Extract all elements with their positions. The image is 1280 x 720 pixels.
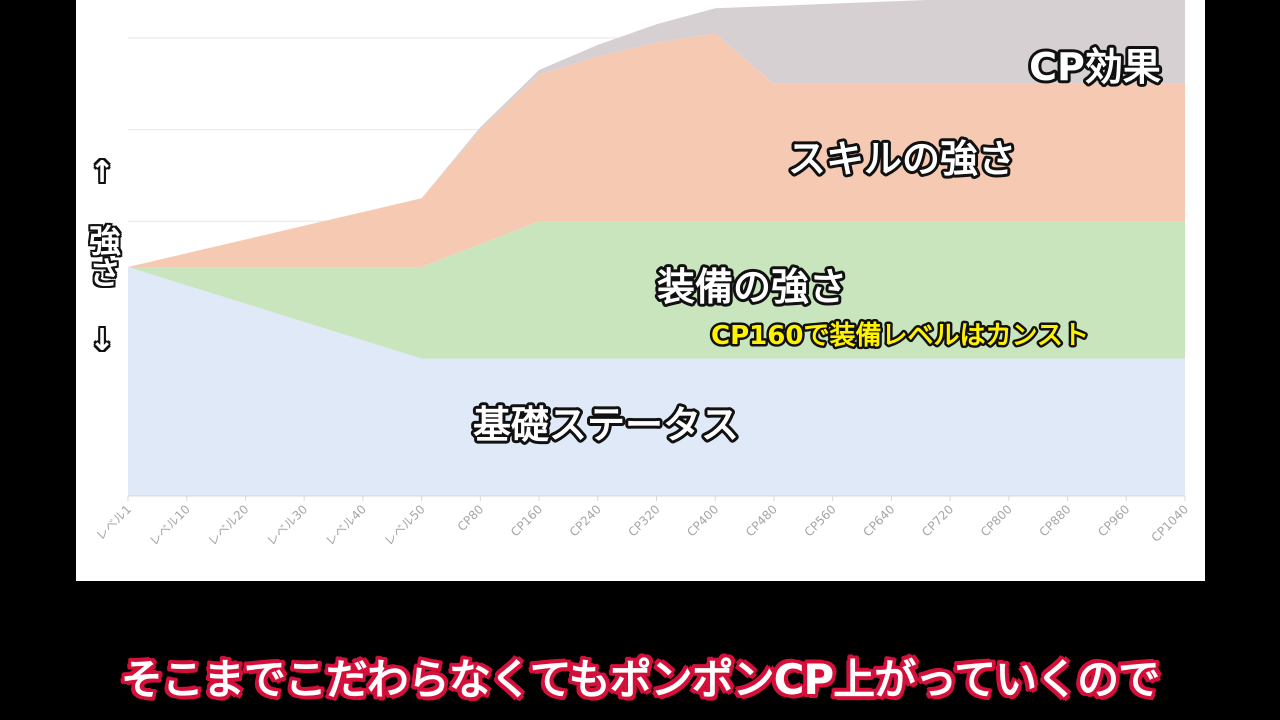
area-series-1 [128, 221, 1185, 359]
x-tick-label-13: CP640 [860, 502, 897, 539]
arrow-down-icon: ↓ [89, 323, 115, 358]
x-tick-label-16: CP880 [1037, 502, 1074, 539]
x-tick-label-10: CP400 [684, 502, 721, 539]
area-series-0 [128, 267, 1185, 496]
x-tick-label-1: レベル10 [147, 502, 193, 548]
x-tick-label-4: レベル40 [323, 502, 369, 548]
arrow-up-icon: ↑ [89, 155, 115, 190]
x-tick-label-5: レベル50 [382, 502, 428, 548]
x-tick-label-2: レベル20 [205, 502, 251, 548]
area-labels: CP効果 スキルの強さ 装備の強さ CP160で装備レベルはカンスト 基礎ステー… [470, 42, 1164, 450]
x-tick-label-15: CP800 [978, 502, 1015, 539]
y-axis-label: 強さ [84, 224, 122, 288]
x-tick-label-12: CP560 [802, 502, 839, 539]
x-tick-label-18: CP1040 [1149, 502, 1192, 545]
skill-strength-label: スキルの強さ [788, 137, 1016, 181]
cp-effect-label: CP効果 [1029, 45, 1161, 89]
y-axis-indicator: ↑ 強さ ↓ [78, 150, 126, 370]
x-tick-label-3: レベル30 [264, 502, 310, 548]
base-status-label: 基礎ステータス [473, 403, 739, 447]
subtitle-bar: そこまでこだわらなくてもポンポンCP上がっていくので [0, 636, 1280, 716]
equipment-strength-label: 装備の強さ [657, 265, 847, 309]
area-series-3 [128, 0, 1185, 267]
x-tick-label-14: CP720 [919, 502, 956, 539]
x-tick-labels: レベル1 レベル10 レベル20 レベル30 レベル40 レベル50 CP80 CP160 CP… [93, 496, 1191, 548]
x-tick-label-17: CP960 [1095, 502, 1132, 539]
x-tick-label-0: レベル1 [93, 502, 134, 543]
subtitle-text: そこまでこだわらなくてもポンポンCP上がっていくので [120, 654, 1160, 704]
x-tick-label-9: CP320 [625, 502, 662, 539]
x-tick-label-11: CP480 [743, 502, 780, 539]
stacked-area-chart: レベル1 レベル10 レベル20 レベル30 レベル40 レベル50 CP80 CP160 CP… [93, 0, 1191, 548]
x-tick-label-8: CP240 [567, 502, 604, 539]
area-series-2 [128, 33, 1185, 267]
x-tick-label-7: CP160 [508, 502, 545, 539]
x-tick-label-6: CP80 [455, 502, 487, 534]
area-series [128, 0, 1185, 496]
equipment-cap-note: CP160で装備レベルはカンスト [711, 320, 1089, 351]
